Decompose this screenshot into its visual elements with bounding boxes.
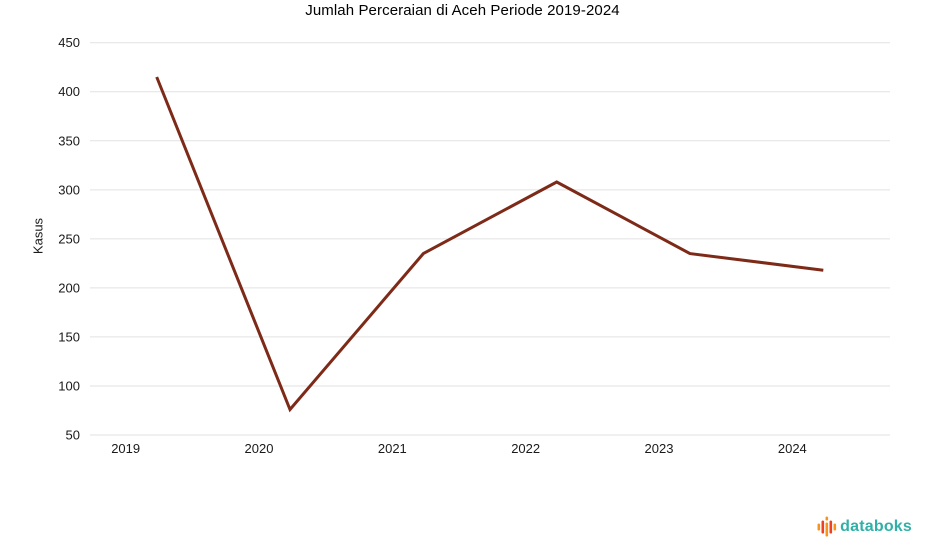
y-tick-label: 300 [58,182,80,197]
divorce-trend-line [155,76,824,413]
databoks-logo-text: databoks [840,517,912,535]
x-tick-label: 2020 [245,441,274,456]
y-tick-label: 200 [58,280,80,295]
databoks-icon [817,516,837,537]
y-tick-label: 350 [58,133,80,148]
databoks-logo: databoks [817,516,912,537]
chart-title: Jumlah Perceraian di Aceh Periode 2019-2… [305,2,620,19]
y-tick-label: 100 [58,378,80,393]
y-tick-label: 450 [58,35,80,50]
x-tick-label: 2023 [645,441,674,456]
x-tick-label: 2021 [378,441,407,456]
x-tick-label: 2022 [511,441,540,456]
x-tick-label: 2019 [111,441,140,456]
y-tick-label: 400 [58,84,80,99]
x-tick-label: 2024 [778,441,807,456]
y-tick-label: 250 [58,231,80,246]
y-tick-label: 150 [58,329,80,344]
y-tick-label: 50 [66,428,80,443]
